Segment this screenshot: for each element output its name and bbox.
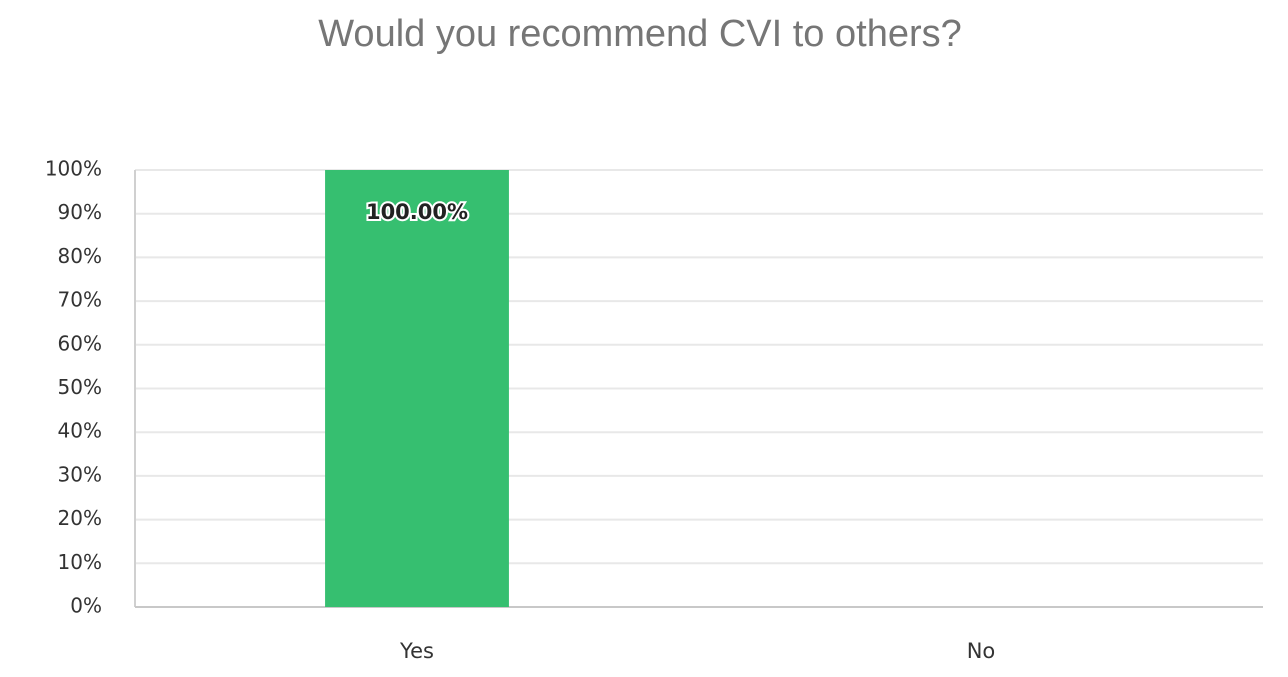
y-tick-label: 20% [58, 506, 102, 530]
y-tick-label: 40% [58, 419, 102, 443]
y-tick-label: 30% [58, 462, 102, 486]
chart-title: Would you recommend CVI to others? [318, 13, 962, 55]
y-tick-label: 0% [70, 594, 102, 618]
y-tick-label: 60% [58, 331, 102, 355]
y-tick-label: 90% [58, 200, 102, 224]
y-tick-label: 10% [58, 550, 102, 574]
y-tick-label: 100% [45, 157, 102, 181]
value-label: 100.00% [366, 200, 468, 224]
bar [325, 170, 509, 607]
y-tick-label: 70% [58, 288, 102, 312]
x-tick-label: No [967, 639, 996, 663]
x-tick-label: Yes [399, 639, 434, 663]
y-tick-label: 50% [58, 375, 102, 399]
y-tick-label: 80% [58, 244, 102, 268]
